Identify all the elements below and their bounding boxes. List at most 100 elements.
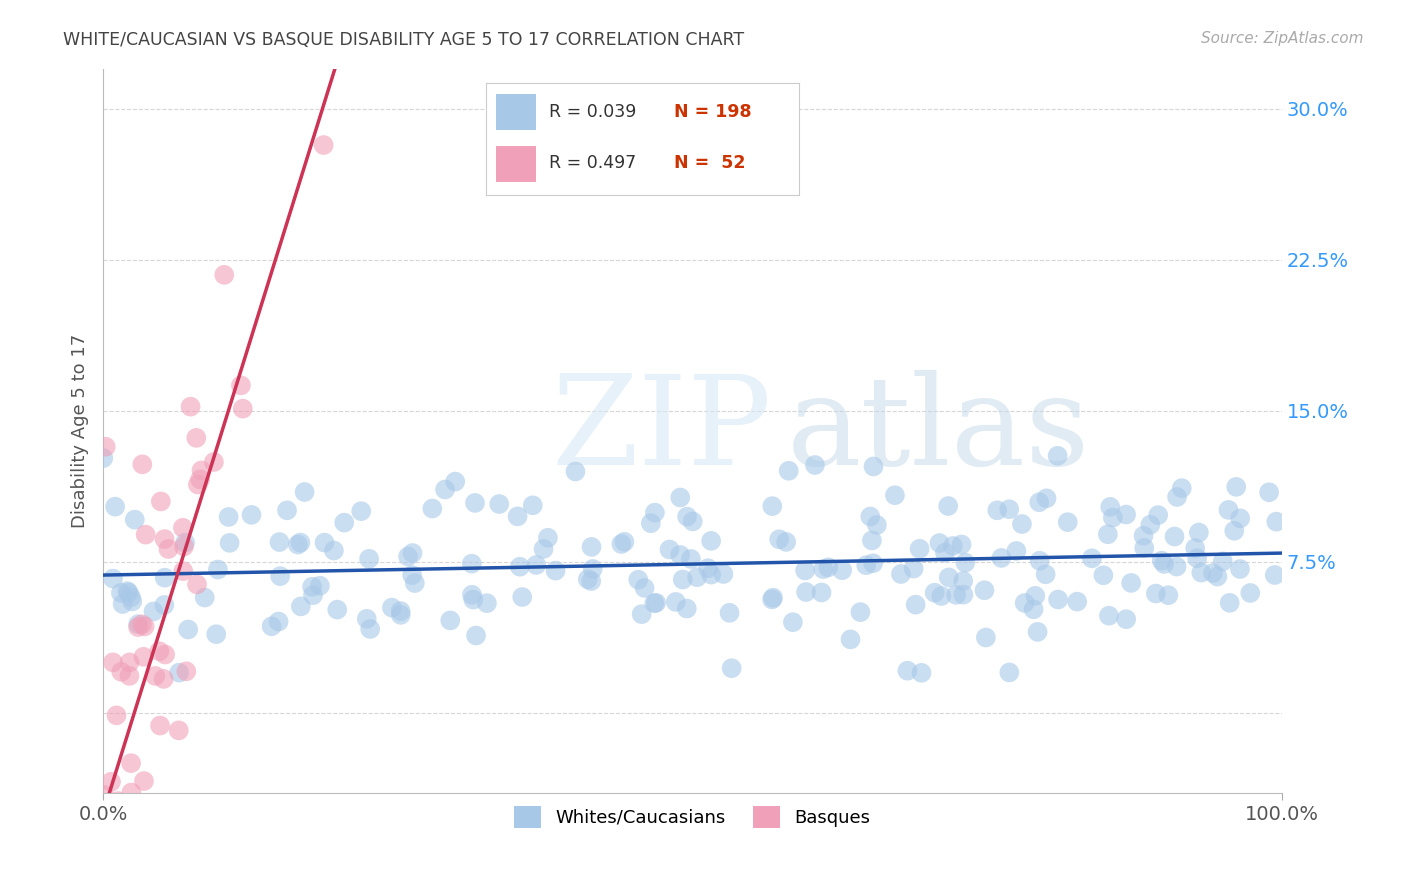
Point [290, 599, 312, 614]
Point [143, 669, 166, 683]
Point [1166, 559, 1188, 574]
Point [1092, 568, 1115, 582]
Point [269, 569, 291, 583]
Point [110, 586, 132, 600]
Point [761, 592, 783, 607]
Point [180, 400, 202, 414]
Point [172, 521, 194, 535]
Point [1171, 481, 1194, 495]
Point [665, 595, 688, 609]
Point [194, 591, 217, 605]
Point [131, 458, 153, 472]
Point [186, 431, 208, 445]
Point [186, 577, 208, 591]
Point [1258, 485, 1281, 500]
Point [100, 774, 122, 789]
Point [676, 509, 699, 524]
Point [924, 585, 946, 599]
Point [1098, 608, 1121, 623]
Point [1147, 508, 1170, 522]
Point [127, 620, 149, 634]
Point [1132, 529, 1154, 543]
Point [1035, 491, 1057, 506]
Point [356, 612, 378, 626]
Point [633, 581, 655, 595]
Point [658, 542, 681, 557]
Point [202, 455, 225, 469]
Point [762, 591, 785, 605]
Point [1101, 510, 1123, 524]
Point [936, 499, 959, 513]
Point [794, 564, 817, 578]
Point [775, 535, 797, 549]
Point [998, 665, 1021, 680]
Point [669, 548, 692, 562]
Point [104, 500, 127, 514]
Point [350, 504, 373, 518]
Point [908, 541, 931, 556]
Point [582, 562, 605, 576]
Point [118, 585, 141, 599]
Point [153, 532, 176, 546]
Point [153, 598, 176, 612]
Point [187, 477, 209, 491]
Point [564, 465, 586, 479]
Point [613, 534, 636, 549]
Point [990, 550, 1012, 565]
Point [1144, 586, 1167, 600]
Point [434, 483, 457, 497]
Point [381, 600, 404, 615]
Point [174, 535, 197, 549]
Point [101, 656, 124, 670]
Point [149, 718, 172, 732]
Point [510, 590, 533, 604]
Point [986, 503, 1008, 517]
Point [679, 552, 702, 566]
Point [93, 788, 115, 802]
Point [1035, 567, 1057, 582]
Point [212, 268, 235, 282]
Point [686, 570, 709, 584]
Point [1028, 554, 1050, 568]
Point [314, 535, 336, 549]
Point [121, 594, 143, 608]
Point [1264, 568, 1286, 582]
Point [401, 568, 423, 582]
Point [105, 806, 128, 821]
Point [1097, 527, 1119, 541]
Point [148, 644, 170, 658]
Point [240, 508, 263, 522]
Point [1024, 589, 1046, 603]
Point [533, 541, 555, 556]
Point [804, 458, 827, 472]
Point [404, 576, 426, 591]
Point [98, 807, 121, 822]
Point [700, 533, 723, 548]
Text: WHITE/CAUCASIAN VS BASQUE DISABILITY AGE 5 TO 17 CORRELATION CHART: WHITE/CAUCASIAN VS BASQUE DISABILITY AGE… [63, 31, 744, 49]
Point [713, 566, 735, 581]
Point [1066, 594, 1088, 608]
Point [444, 475, 467, 489]
Point [973, 583, 995, 598]
Point [152, 672, 174, 686]
Point [813, 562, 835, 576]
Point [110, 665, 132, 679]
Point [1026, 624, 1049, 639]
Point [1115, 508, 1137, 522]
Point [1223, 524, 1246, 538]
Point [134, 619, 156, 633]
Point [831, 563, 853, 577]
Point [934, 546, 956, 560]
Point [524, 558, 547, 572]
Point [866, 518, 889, 533]
Point [302, 588, 325, 602]
Point [1056, 515, 1078, 529]
Point [1133, 541, 1156, 555]
Point [1163, 529, 1185, 543]
Point [420, 501, 443, 516]
Point [287, 538, 309, 552]
Point [952, 574, 974, 588]
Point [475, 596, 498, 610]
Point [1047, 592, 1070, 607]
Point [153, 648, 176, 662]
